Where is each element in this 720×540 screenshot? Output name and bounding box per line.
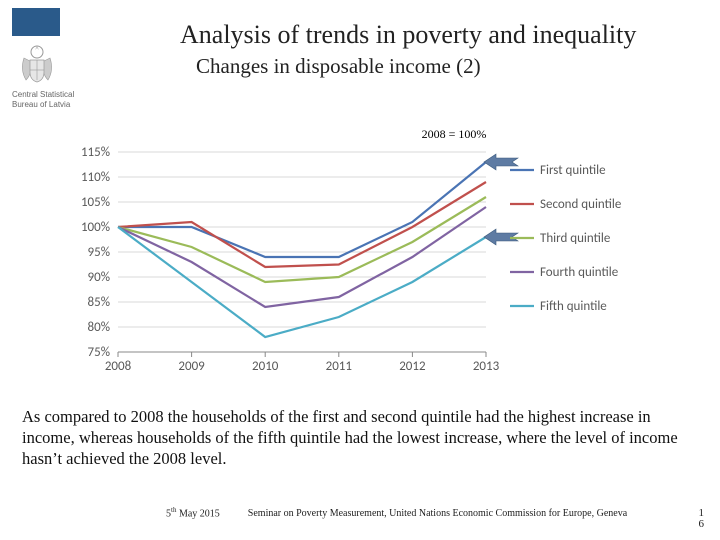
svg-text:Fourth quintile: Fourth quintile: [540, 265, 618, 280]
coat-of-arms-icon: [12, 42, 62, 86]
org-name: Central Statistical Bureau of Latvia: [12, 90, 152, 109]
page-subtitle: Changes in disposable income (2): [152, 54, 708, 79]
line-chart: 115% 110% 105% 100% 95% 90% 85% 80% 75%2008 2009 2…: [62, 144, 622, 394]
flag-icon: [12, 8, 60, 36]
svg-text:90%: 90%: [88, 270, 110, 285]
svg-text:115%: 115%: [81, 145, 110, 160]
svg-text:2009: 2009: [178, 359, 205, 374]
footer-venue: Seminar on Poverty Measurement, United N…: [248, 508, 627, 519]
body-paragraph: As compared to 2008 the households of th…: [0, 394, 720, 469]
svg-text:2010: 2010: [252, 359, 279, 374]
footer-date: 5th May 2015: [166, 506, 220, 519]
footer: 5th May 2015 Seminar on Poverty Measurem…: [0, 506, 720, 530]
svg-text:95%: 95%: [88, 245, 110, 260]
svg-text:85%: 85%: [88, 295, 110, 310]
svg-text:Fifth quintile: Fifth quintile: [540, 299, 607, 314]
svg-text:Third quintile: Third quintile: [540, 231, 610, 246]
title-block: Analysis of trends in poverty and inequa…: [152, 8, 708, 79]
org-line2: Bureau of Latvia: [12, 100, 152, 110]
page-num-bottom: 6: [699, 519, 705, 530]
svg-text:75%: 75%: [88, 345, 110, 360]
org-line1: Central Statistical: [12, 90, 152, 100]
svg-text:2012: 2012: [399, 359, 426, 374]
page-title: Analysis of trends in poverty and inequa…: [152, 20, 708, 50]
svg-text:110%: 110%: [81, 170, 110, 185]
svg-text:105%: 105%: [81, 195, 110, 210]
svg-text:2011: 2011: [326, 359, 352, 374]
svg-text:Second quintile: Second quintile: [540, 197, 621, 212]
svg-text:80%: 80%: [88, 320, 110, 335]
header: Central Statistical Bureau of Latvia Ana…: [0, 0, 720, 109]
svg-text:First quintile: First quintile: [540, 163, 606, 178]
svg-text:2008: 2008: [105, 359, 132, 374]
svg-text:100%: 100%: [81, 220, 110, 235]
baseline-note: 2008 = 100%: [188, 127, 720, 142]
org-logo-block: Central Statistical Bureau of Latvia: [12, 8, 152, 109]
footer-page-number: 1 6: [699, 508, 705, 530]
chart-svg: 115% 110% 105% 100% 95% 90% 85% 80% 75%2008 2009 2…: [62, 144, 622, 394]
svg-text:2013: 2013: [473, 359, 500, 374]
